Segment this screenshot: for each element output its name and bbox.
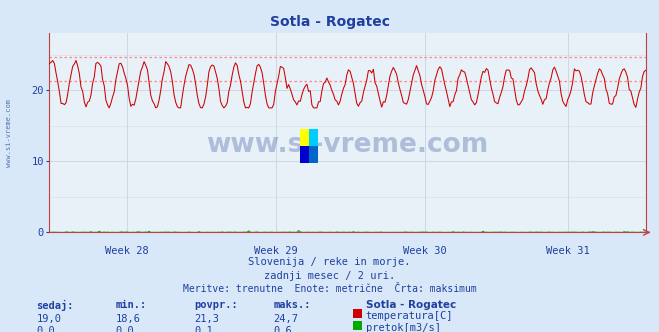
Text: Meritve: trenutne  Enote: metrične  Črta: maksimum: Meritve: trenutne Enote: metrične Črta: … xyxy=(183,284,476,294)
Text: 0,1: 0,1 xyxy=(194,326,213,332)
Text: min.:: min.: xyxy=(115,300,146,310)
Text: www.si-vreme.com: www.si-vreme.com xyxy=(206,132,489,158)
Text: temperatura[C]: temperatura[C] xyxy=(366,311,453,321)
Text: Sotla - Rogatec: Sotla - Rogatec xyxy=(366,300,456,310)
Text: 0,6: 0,6 xyxy=(273,326,292,332)
Text: 24,7: 24,7 xyxy=(273,314,299,324)
Text: Week 29: Week 29 xyxy=(254,246,298,256)
Text: 18,6: 18,6 xyxy=(115,314,140,324)
Text: Week 28: Week 28 xyxy=(105,246,149,256)
Text: 0,0: 0,0 xyxy=(36,326,55,332)
Text: pretok[m3/s]: pretok[m3/s] xyxy=(366,323,441,332)
Text: Week 31: Week 31 xyxy=(546,246,590,256)
Text: 19,0: 19,0 xyxy=(36,314,61,324)
Text: Slovenija / reke in morje.: Slovenija / reke in morje. xyxy=(248,257,411,267)
Bar xyxy=(300,146,309,163)
Text: sedaj:: sedaj: xyxy=(36,300,74,311)
Text: zadnji mesec / 2 uri.: zadnji mesec / 2 uri. xyxy=(264,271,395,281)
Bar xyxy=(309,129,318,146)
Text: povpr.:: povpr.: xyxy=(194,300,238,310)
Text: maks.:: maks.: xyxy=(273,300,311,310)
Text: www.si-vreme.com: www.si-vreme.com xyxy=(5,99,12,167)
Text: Sotla - Rogatec: Sotla - Rogatec xyxy=(270,15,389,29)
Bar xyxy=(300,129,309,146)
Text: 0,0: 0,0 xyxy=(115,326,134,332)
Bar xyxy=(309,146,318,163)
Text: 21,3: 21,3 xyxy=(194,314,219,324)
Text: Week 30: Week 30 xyxy=(403,246,447,256)
